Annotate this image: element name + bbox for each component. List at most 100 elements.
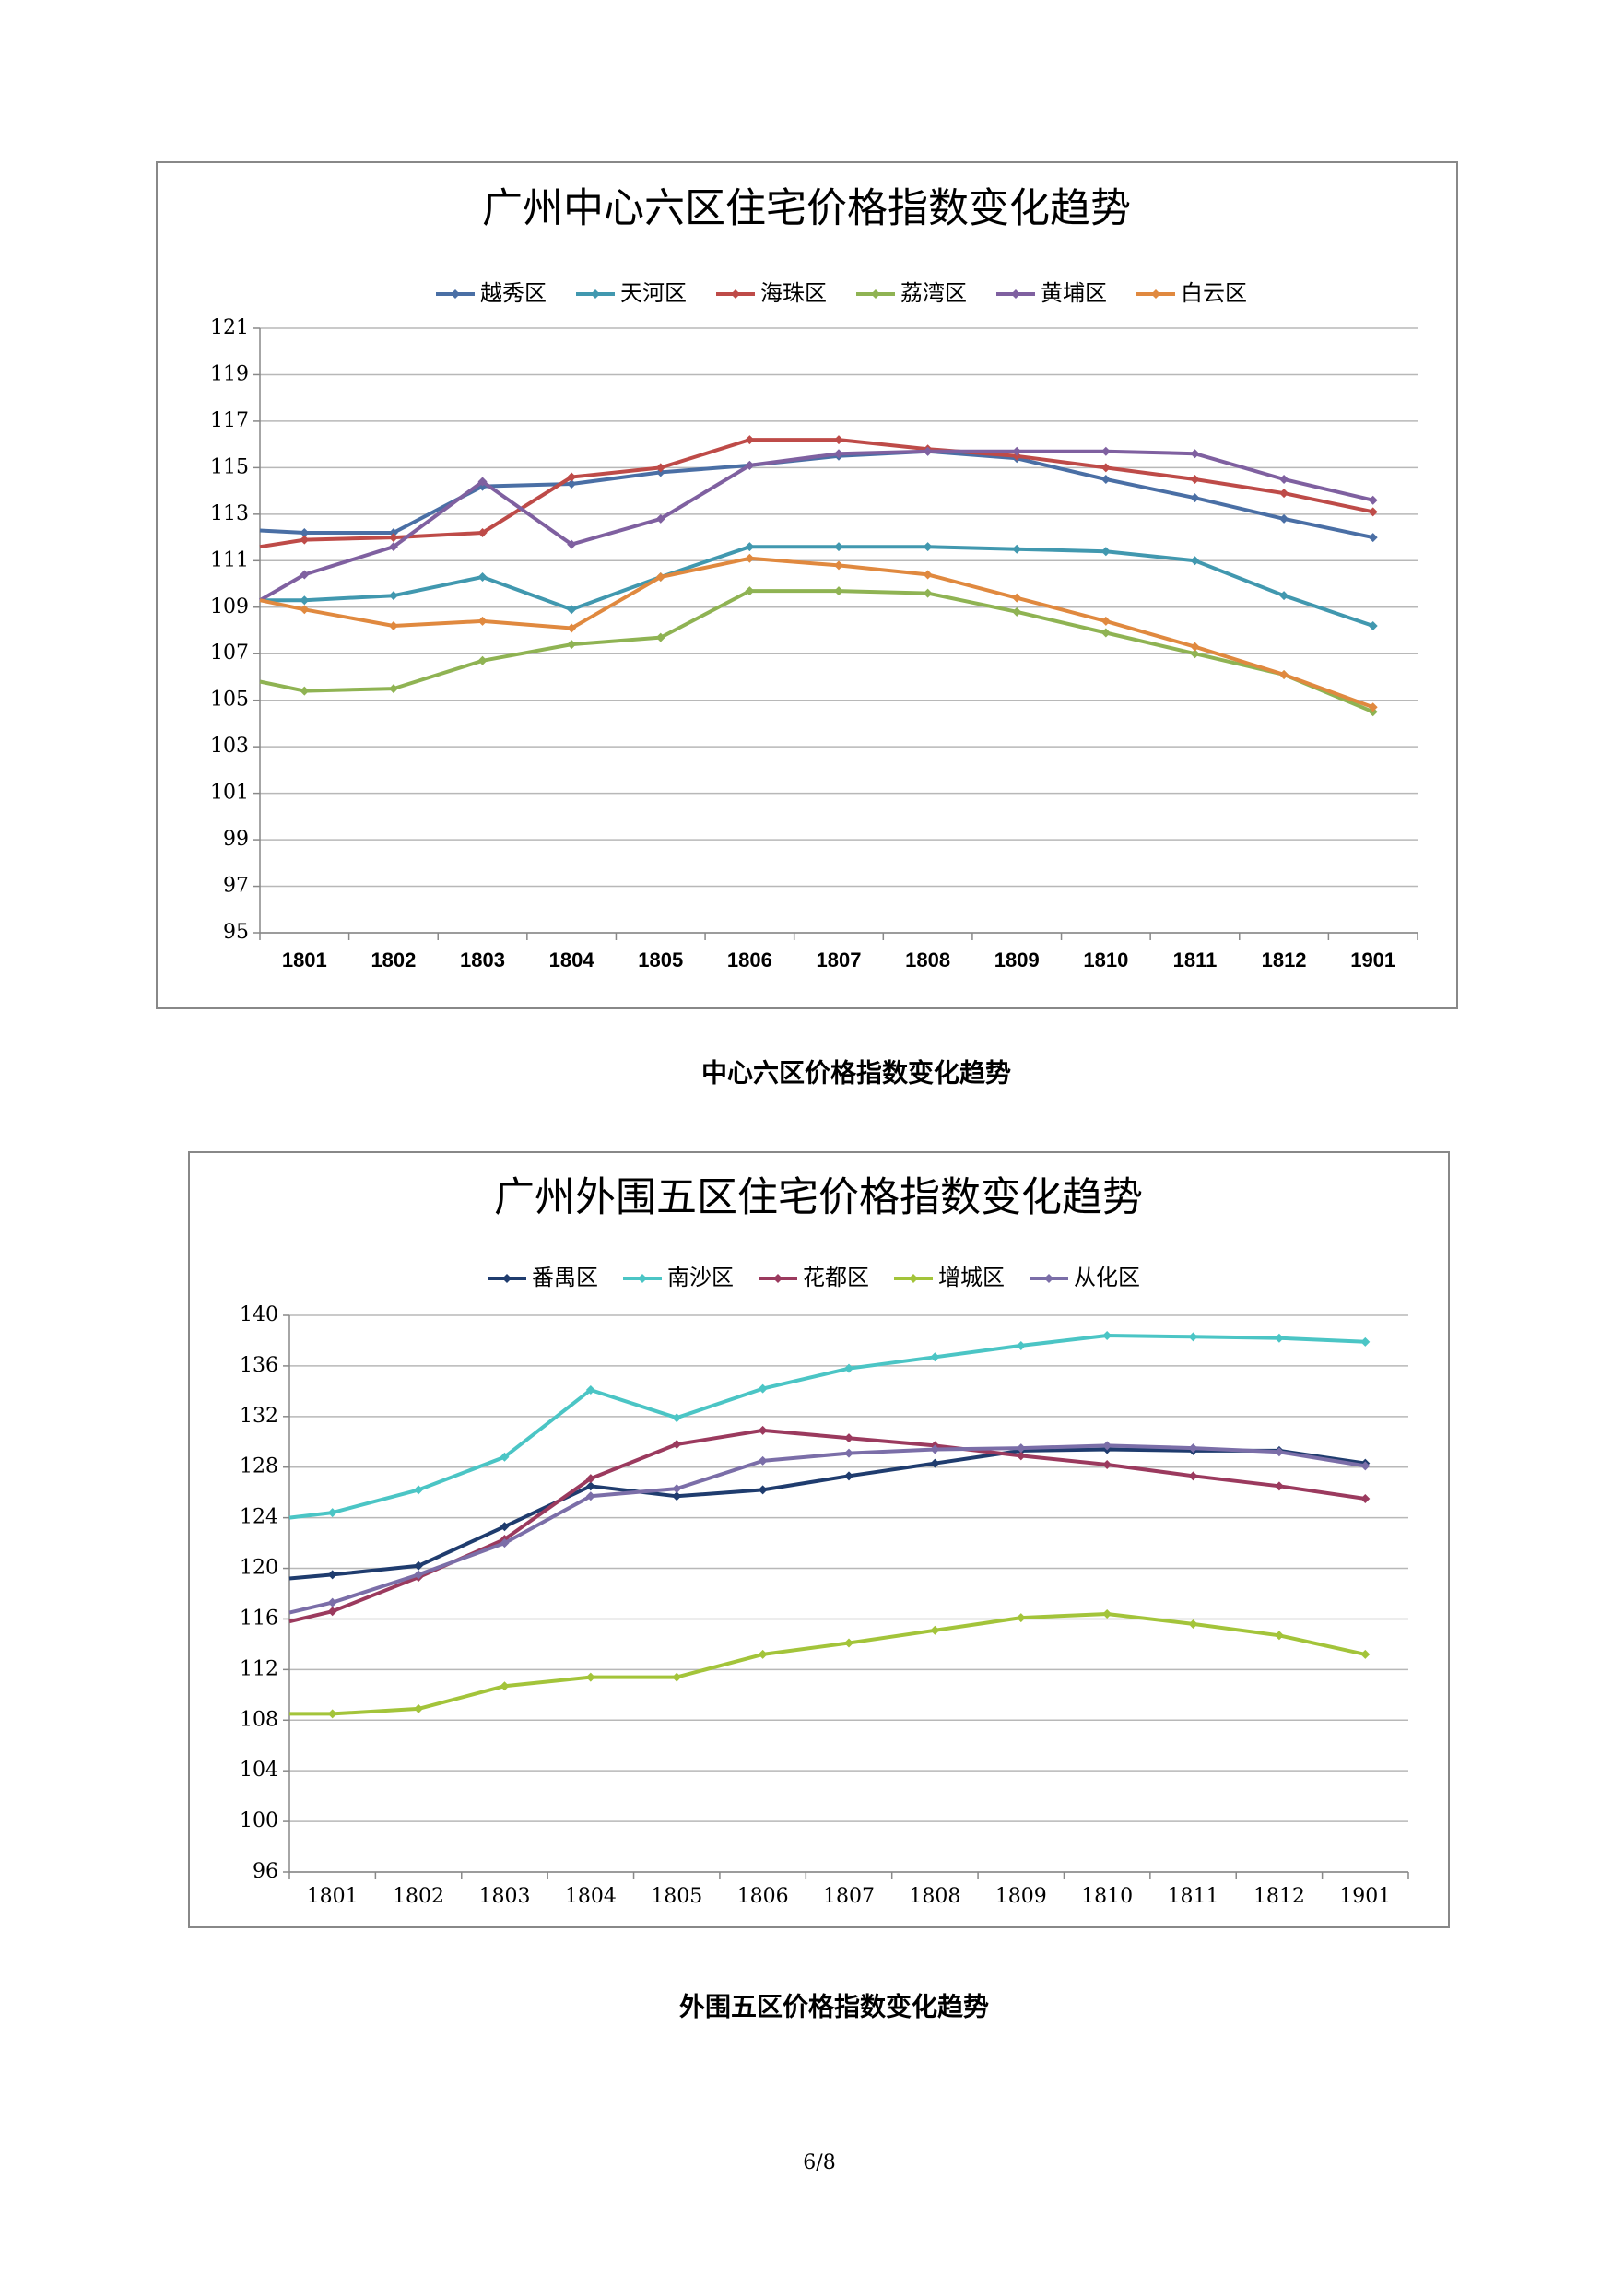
data-point: [834, 435, 843, 445]
data-point: [1368, 707, 1378, 717]
data-point: [1279, 475, 1289, 484]
y-tick-label: 128: [240, 1455, 278, 1478]
data-point: [1190, 556, 1200, 566]
data-point: [745, 542, 755, 552]
data-point: [1188, 1332, 1198, 1342]
data-point: [388, 684, 398, 694]
data-point: [1190, 642, 1200, 652]
data-point: [477, 571, 488, 582]
data-point: [1279, 669, 1289, 679]
x-tick-label: 1809: [994, 948, 1040, 971]
y-tick-label: 97: [223, 875, 249, 898]
data-point: [1102, 1330, 1112, 1340]
chart-title: 广州外围五区住宅价格指数变化趋势: [494, 1174, 1143, 1221]
data-point: [1100, 616, 1111, 626]
y-tick-label: 112: [240, 1657, 278, 1680]
x-tick-label: 1807: [817, 948, 862, 971]
data-point: [1360, 1461, 1371, 1471]
data-point: [1100, 446, 1111, 456]
y-tick-label: 132: [240, 1405, 278, 1428]
x-tick-label: 1811: [1173, 948, 1218, 971]
legend-label: 从化区: [1074, 1265, 1140, 1290]
data-point: [1100, 463, 1111, 473]
x-tick-label: 1808: [905, 948, 950, 971]
series-line: [260, 545, 1374, 628]
x-tick-label: 1808: [909, 1885, 960, 1908]
data-point: [1274, 1631, 1284, 1641]
data-point: [388, 542, 398, 552]
data-point: [567, 623, 577, 633]
data-point: [672, 1440, 682, 1450]
data-point: [672, 1484, 682, 1494]
series-line: [288, 1443, 1366, 1615]
x-tick-label: 1812: [1253, 1885, 1305, 1908]
legend-label: 花都区: [803, 1265, 869, 1290]
data-point: [500, 1681, 510, 1691]
data-point: [834, 560, 843, 571]
chart-title: 广州中心六区住宅价格指数变化趋势: [482, 185, 1131, 232]
data-point: [500, 1538, 510, 1548]
chart-frame: [156, 161, 1458, 1009]
y-tick-label: 104: [240, 1759, 278, 1782]
series-line: [259, 449, 1374, 602]
series-line: [259, 556, 1374, 710]
data-point: [923, 570, 933, 580]
data-point: [745, 435, 755, 445]
data-point: [1274, 1481, 1284, 1491]
data-point: [834, 586, 843, 596]
data-point: [844, 1363, 853, 1373]
data-point: [388, 533, 398, 543]
data-point: [477, 477, 488, 487]
legend-marker: [502, 1274, 512, 1283]
x-tick-label: 1901: [1339, 1885, 1391, 1908]
data-point: [1274, 1447, 1284, 1457]
y-tick-label: 119: [210, 362, 249, 385]
data-point: [930, 1352, 940, 1362]
data-point: [300, 686, 310, 696]
x-tick-label: 1901: [1350, 948, 1395, 971]
data-point: [758, 1455, 768, 1466]
data-point: [477, 655, 488, 665]
x-tick-label: 1802: [371, 948, 416, 971]
data-point: [930, 1625, 940, 1635]
data-point: [388, 620, 398, 630]
data-point: [1368, 495, 1378, 505]
legend-marker: [451, 289, 460, 299]
data-point: [745, 586, 755, 596]
caption: 外围五区价格指数变化趋势: [679, 1992, 989, 2022]
x-tick-label: 1804: [549, 948, 595, 971]
x-tick-label: 1812: [1262, 948, 1307, 971]
data-point: [1279, 591, 1289, 601]
legend-marker: [638, 1274, 647, 1283]
y-tick-label: 111: [210, 548, 249, 571]
data-point: [1368, 533, 1378, 543]
legend-marker: [1151, 289, 1160, 299]
series-line: [288, 1447, 1366, 1581]
legend-label: 番禺区: [532, 1265, 598, 1290]
data-point: [300, 570, 310, 580]
data-point: [414, 1570, 424, 1580]
y-tick-label: 140: [240, 1303, 278, 1326]
data-point: [655, 467, 665, 477]
data-point: [585, 1672, 595, 1682]
legend-marker: [1011, 289, 1020, 299]
caption: 中心六区价格指数变化趋势: [701, 1058, 1011, 1089]
data-point: [923, 588, 933, 598]
legend-marker: [731, 289, 740, 299]
data-point: [477, 616, 488, 626]
data-point: [672, 1672, 682, 1682]
data-point: [1368, 507, 1378, 517]
legend-label: 白云区: [1181, 280, 1247, 306]
y-tick-label: 100: [240, 1809, 278, 1832]
y-tick-label: 115: [210, 455, 249, 478]
legend-label: 天河区: [620, 280, 687, 306]
data-point: [1360, 1494, 1371, 1504]
series-line: [288, 1334, 1366, 1520]
data-point: [1188, 1471, 1198, 1481]
legend-label: 荔湾区: [900, 280, 967, 306]
x-tick-label: 1811: [1168, 1885, 1219, 1908]
y-tick-label: 108: [240, 1708, 278, 1731]
y-tick-label: 103: [210, 735, 249, 758]
x-tick-label: 1803: [460, 948, 505, 971]
